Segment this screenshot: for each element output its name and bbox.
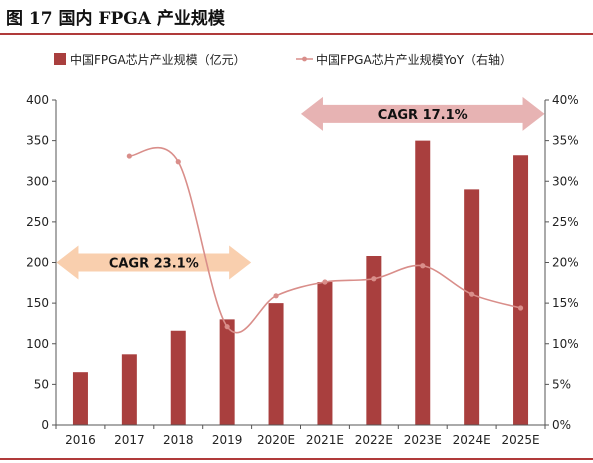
right-tick-label-35%: 35% xyxy=(552,134,579,148)
bar-2020E xyxy=(268,303,284,425)
x-tick-label-2023E: 2023E xyxy=(404,433,442,447)
bar-2025E xyxy=(513,155,529,425)
left-tick-label-400: 400 xyxy=(26,93,49,107)
x-tick-label-2022E: 2022E xyxy=(355,433,393,447)
bars-layer xyxy=(72,140,529,425)
yoy-line xyxy=(129,147,521,334)
cagr-arrow-2 xyxy=(300,96,545,131)
bar-2017 xyxy=(121,354,137,425)
title-rule xyxy=(0,33,593,35)
yoy-point-2025E xyxy=(517,305,524,311)
legend-bar-swatch xyxy=(54,53,66,65)
bar-2021E xyxy=(317,282,333,425)
left-tick-label-200: 200 xyxy=(26,256,49,270)
bottom-rule xyxy=(0,458,593,460)
yoy-point-2022E xyxy=(371,276,377,282)
yoy-point-2018 xyxy=(175,159,181,165)
x-tick-label-2024E: 2024E xyxy=(453,433,491,447)
annotations-layer: CAGR 23.1% CAGR 17.1% xyxy=(56,96,545,280)
right-tick-label-0%: 0% xyxy=(552,418,571,432)
x-tick-label-2017: 2017 xyxy=(114,433,145,447)
axes-layer: 0 50 100 150 200 250 300 350 400 0% 5% 10% 15% 20% 25%… xyxy=(26,93,579,447)
x-tick-label-2019: 2019 xyxy=(212,433,243,447)
yoy-point-2023E xyxy=(420,263,426,269)
bar-2018 xyxy=(170,330,186,425)
yoy-point-2017 xyxy=(126,153,132,159)
cagr-label-2: CAGR 17.1% xyxy=(378,108,468,123)
left-tick-label-50: 50 xyxy=(34,377,49,391)
left-tick-label-150: 150 xyxy=(26,296,49,310)
yoy-point-2024E xyxy=(469,291,475,297)
legend-line-marker xyxy=(302,56,307,62)
right-tick-label-20%: 20% xyxy=(552,256,579,270)
legend-bar-label: 中国FPGA芯片产业规模（亿元） xyxy=(70,52,246,67)
right-tick-label-15%: 15% xyxy=(552,296,579,310)
bar-2016 xyxy=(72,372,88,425)
line-layer xyxy=(126,147,524,334)
left-tick-label-300: 300 xyxy=(26,174,49,188)
bar-2024E xyxy=(464,189,480,425)
figure-title: 图 17 国内 FPGA 产业规模 xyxy=(6,9,225,29)
right-tick-label-5%: 5% xyxy=(552,377,571,391)
yoy-point-2021E xyxy=(322,279,328,285)
legend-line-label: 中国FPGA芯片产业规模YoY（右轴） xyxy=(316,52,512,67)
cagr-arrow-1 xyxy=(56,245,252,280)
x-tick-label-2025E: 2025E xyxy=(501,433,539,447)
yoy-point-2020E xyxy=(273,293,279,299)
left-tick-label-250: 250 xyxy=(26,215,49,229)
right-tick-label-25%: 25% xyxy=(552,215,579,229)
left-tick-label-350: 350 xyxy=(26,134,49,148)
legend: 中国FPGA芯片产业规模（亿元） 中国FPGA芯片产业规模YoY（右轴） xyxy=(54,52,512,67)
left-tick-label-100: 100 xyxy=(26,337,49,351)
right-tick-label-10%: 10% xyxy=(552,337,579,351)
x-tick-label-2018: 2018 xyxy=(163,433,194,447)
yoy-point-2019 xyxy=(224,324,230,330)
bar-2022E xyxy=(366,256,382,425)
x-tick-label-2016: 2016 xyxy=(65,433,96,447)
left-tick-label-0: 0 xyxy=(41,418,49,432)
right-tick-label-40%: 40% xyxy=(552,93,579,107)
x-tick-label-2020E: 2020E xyxy=(257,433,295,447)
x-tick-label-2021E: 2021E xyxy=(306,433,344,447)
cagr-label-1: CAGR 23.1% xyxy=(109,257,199,272)
bar-2023E xyxy=(415,140,431,425)
bar-2019 xyxy=(219,319,235,425)
right-tick-label-30%: 30% xyxy=(552,174,579,188)
